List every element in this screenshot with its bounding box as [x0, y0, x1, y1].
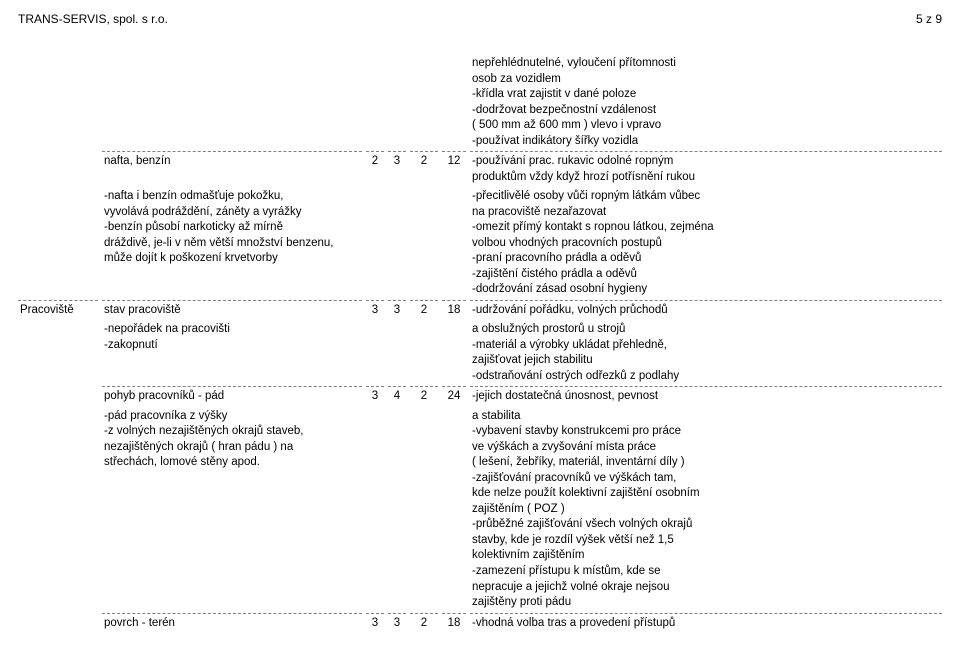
col-n1 [366, 187, 384, 300]
col-n2: 3 [388, 151, 406, 187]
col-n1 [366, 320, 384, 386]
col-measures: -jejich dostatečná únosnost, pevnost [470, 386, 942, 407]
col-measures: -vhodná volba tras a provedení přístupů [470, 613, 942, 634]
col-n3: 2 [410, 151, 438, 187]
col-category [18, 187, 98, 300]
col-n4: 18 [442, 613, 466, 634]
col-n4: 24 [442, 386, 466, 407]
col-hazard: stav pracoviště [102, 300, 362, 321]
col-n1: 3 [366, 613, 384, 634]
col-n4: 12 [442, 151, 466, 187]
col-n2 [388, 407, 406, 613]
col-measures: a stabilita -vybavení stavby konstrukcem… [470, 407, 942, 613]
col-hazard: pohyb pracovníků - pád [102, 386, 362, 407]
col-n2: 4 [388, 386, 406, 407]
col-n2 [388, 54, 406, 151]
col-n3 [410, 407, 438, 613]
col-category: Pracoviště [18, 300, 98, 321]
col-n3 [410, 187, 438, 300]
company-name: TRANS-SERVIS, spol. s r.o. [18, 12, 168, 26]
col-hazard: -nafta i benzín odmašťuje pokožku, vyvol… [102, 187, 362, 300]
col-hazard: nafta, benzín [102, 151, 362, 187]
col-n1: 3 [366, 386, 384, 407]
col-n1 [366, 407, 384, 613]
col-measures: -udržování pořádku, volných průchodů [470, 300, 942, 321]
col-category [18, 407, 98, 613]
col-n1: 2 [366, 151, 384, 187]
col-n3: 2 [410, 300, 438, 321]
col-category [18, 613, 98, 634]
col-n2: 3 [388, 613, 406, 634]
col-hazard: -pád pracovníka z výšky -z volných nezaj… [102, 407, 362, 613]
page-indicator: 5 z 9 [916, 12, 942, 26]
col-category [18, 151, 98, 187]
col-measures: a obslužných prostorů u strojů -materiál… [470, 320, 942, 386]
col-n4 [442, 320, 466, 386]
col-measures: -používání prac. rukavic odolné ropným p… [470, 151, 942, 187]
col-n4 [442, 187, 466, 300]
col-n3 [410, 54, 438, 151]
risk-table: nepřehlédnutelné, vyloučení přítomnosti … [18, 54, 942, 633]
col-n4: 18 [442, 300, 466, 321]
col-category [18, 320, 98, 386]
col-n2 [388, 320, 406, 386]
col-hazard: -nepořádek na pracovišti -zakopnutí [102, 320, 362, 386]
col-n3 [410, 320, 438, 386]
col-n1: 3 [366, 300, 384, 321]
col-category [18, 386, 98, 407]
col-n3: 2 [410, 386, 438, 407]
col-n2 [388, 187, 406, 300]
col-category [18, 54, 98, 151]
col-n1 [366, 54, 384, 151]
col-measures: -přecitlivělé osoby vůči ropným látkám v… [470, 187, 942, 300]
col-n4 [442, 54, 466, 151]
col-n2: 3 [388, 300, 406, 321]
col-n4 [442, 407, 466, 613]
col-hazard: povrch - terén [102, 613, 362, 634]
col-measures: nepřehlédnutelné, vyloučení přítomnosti … [470, 54, 942, 151]
col-hazard [102, 54, 362, 151]
col-n3: 2 [410, 613, 438, 634]
